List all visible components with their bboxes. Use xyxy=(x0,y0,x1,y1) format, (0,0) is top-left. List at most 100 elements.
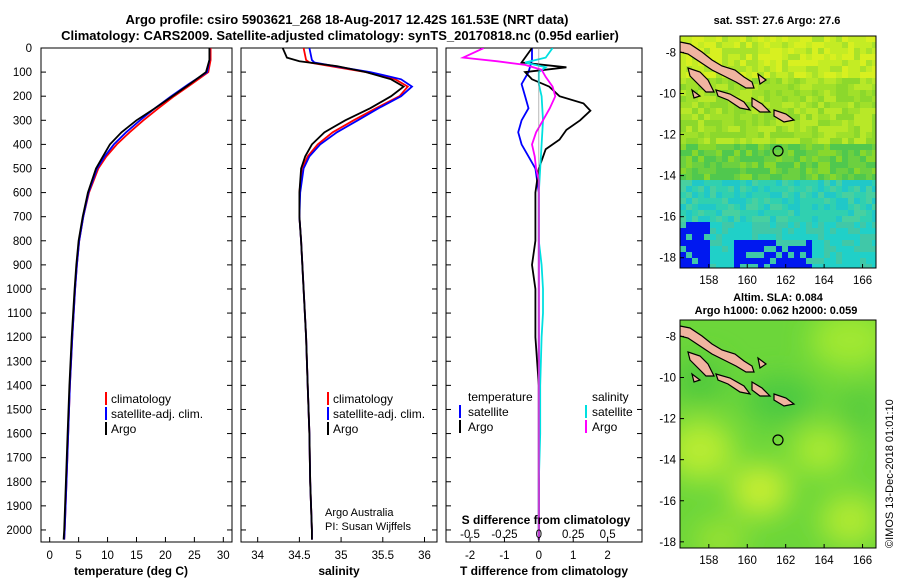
sst-cell xyxy=(860,240,866,246)
sla-map-frame xyxy=(679,319,877,549)
sst-cell xyxy=(794,144,800,150)
sst-cell xyxy=(836,240,842,246)
sst-cell xyxy=(704,234,710,240)
sst-cell xyxy=(734,216,740,222)
sst-cell xyxy=(788,186,794,192)
sst-cell xyxy=(746,120,752,126)
series-line-s-argo xyxy=(459,48,557,540)
sst-cell xyxy=(872,90,876,96)
sst-cell xyxy=(818,180,824,186)
sst-cell xyxy=(770,180,776,186)
sst-cell xyxy=(776,222,782,228)
sst-cell xyxy=(866,222,872,228)
sst-cell xyxy=(734,222,740,228)
sst-cell xyxy=(740,156,746,162)
sst-cell xyxy=(800,138,806,144)
sst-cell xyxy=(818,168,824,174)
sst-cell xyxy=(746,90,752,96)
sst-cell xyxy=(698,240,704,246)
figure-title-line2: Climatology: CARS2009. Satellite-adjuste… xyxy=(61,28,619,43)
lon-tick-label: 166 xyxy=(853,555,872,567)
sst-cell xyxy=(758,66,764,72)
sst-cell xyxy=(872,150,876,156)
sst-cell xyxy=(722,252,728,258)
sst-cell xyxy=(686,210,692,216)
sst-cell xyxy=(716,264,722,268)
sst-cell xyxy=(680,228,686,234)
sst-cell xyxy=(734,66,740,72)
sst-cell xyxy=(728,240,734,246)
sst-cell xyxy=(752,186,758,192)
sst-cell xyxy=(860,186,866,192)
sst-cell xyxy=(866,102,872,108)
sst-cell xyxy=(746,132,752,138)
sst-cell xyxy=(812,252,818,258)
sst-cell xyxy=(764,216,770,222)
sst-cell xyxy=(788,252,794,258)
sst-cell xyxy=(686,114,692,120)
sst-cell xyxy=(854,210,860,216)
sst-cell xyxy=(734,168,740,174)
sst-cell xyxy=(752,222,758,228)
sst-cell xyxy=(746,72,752,78)
sst-cell xyxy=(872,42,876,48)
sst-cell xyxy=(686,78,692,84)
legend-s-argo-label: Argo xyxy=(592,420,618,434)
sst-cell xyxy=(722,180,728,186)
sst-cell xyxy=(794,138,800,144)
sst-cell xyxy=(764,222,770,228)
sst-cell xyxy=(698,102,704,108)
x-tick-label: 0 xyxy=(46,550,52,562)
sst-cell xyxy=(686,180,692,186)
sst-cell xyxy=(806,48,812,54)
sst-cell xyxy=(740,234,746,240)
sst-cell xyxy=(758,48,764,54)
sst-cell xyxy=(806,96,812,102)
sst-cell xyxy=(770,96,776,102)
sst-cell xyxy=(740,192,746,198)
sst-cell xyxy=(800,228,806,234)
sst-cell xyxy=(680,258,686,264)
sst-cell xyxy=(746,162,752,168)
sst-cell xyxy=(734,246,740,252)
sst-cell xyxy=(728,156,734,162)
sst-cell xyxy=(740,252,746,258)
sst-cell xyxy=(860,162,866,168)
x-tick-label: 34.5 xyxy=(288,550,310,562)
sst-cell xyxy=(824,174,830,180)
sst-cell xyxy=(800,150,806,156)
sst-cell xyxy=(824,132,830,138)
sst-cell xyxy=(728,228,734,234)
sst-cell xyxy=(848,174,854,180)
sst-cell xyxy=(752,240,758,246)
sst-cell xyxy=(782,204,788,210)
sst-cell xyxy=(806,72,812,78)
legend-satellite-label: satellite-adj. clim. xyxy=(111,407,203,421)
sst-cell xyxy=(800,120,806,126)
sst-cell xyxy=(734,180,740,186)
sst-cell xyxy=(728,264,734,268)
sst-cell xyxy=(848,216,854,222)
sst-cell xyxy=(806,252,812,258)
series-line-satellite-adj-clim- xyxy=(63,48,211,540)
sst-cell xyxy=(836,114,842,120)
sst-cell xyxy=(770,246,776,252)
sst-cell xyxy=(812,162,818,168)
sst-cell xyxy=(716,54,722,60)
sst-cell xyxy=(722,162,728,168)
sst-cell xyxy=(734,228,740,234)
sst-cell xyxy=(860,72,866,78)
sst-cell xyxy=(764,96,770,102)
sst-cell xyxy=(824,258,830,264)
sst-cell xyxy=(872,108,876,114)
sst-cell xyxy=(824,210,830,216)
sla-blob xyxy=(792,426,848,474)
sst-cell xyxy=(692,66,698,72)
sst-cell xyxy=(698,150,704,156)
sst-cell xyxy=(848,42,854,48)
sst-cell xyxy=(764,252,770,258)
sst-cell xyxy=(764,264,770,268)
sst-cell xyxy=(692,60,698,66)
sst-cell xyxy=(716,84,722,90)
sst-cell xyxy=(776,66,782,72)
